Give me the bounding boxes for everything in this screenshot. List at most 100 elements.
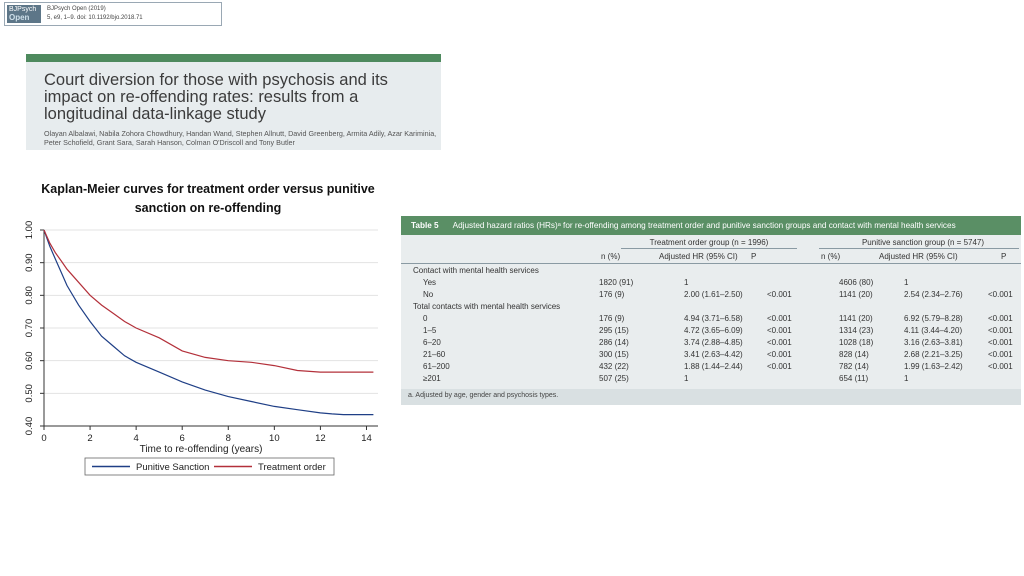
journal-header: BJPsych Open BJPsych Open (2019) 5, e9, … [4,2,222,26]
km-series-line [43,229,374,373]
y-tick-label: 0.40 [24,417,35,436]
table-cell-hr-treatment: 3.41 (2.63–4.42) [684,350,743,359]
table-cell-hr-punitive: 1 [904,374,909,383]
col-header-p-treatment: P [751,252,757,261]
table-cell-hr-treatment: 4.72 (3.65–6.09) [684,326,743,335]
km-chart-svg: 0.40 0.50 0.60 0.70 0.80 0.90 1.00 0 2 4 6 8 10 12 14 T… [24,221,378,476]
table-row-label: Total contacts with mental health servic… [413,302,561,311]
table-cell-hr-treatment: 1 [684,278,689,287]
table-row-label: Yes [423,278,437,287]
table-cell-p-punitive: <0.001 [988,362,1013,371]
x-tick-label: 6 [180,433,185,444]
x-tick-label: 14 [361,433,372,444]
table-cell-p-treatment: <0.001 [767,326,792,335]
table-caption-text: Adjusted hazard ratios (HRs)ᵃ for re-off… [452,221,956,230]
table-footnote-bar: a. Adjusted by age, gender and psychosis… [401,389,1021,405]
table-cell-hr-punitive: 4.11 (3.44–4.20) [904,326,963,335]
table-row-label: 1–5 [423,326,437,335]
banner-stripe [26,54,441,62]
col-header-p-punitive: P [1001,252,1007,261]
table-cell-p-treatment: <0.001 [767,314,792,323]
table-cell-n-punitive: 782 (14) [839,362,869,371]
table-row-label: 21–60 [423,350,446,359]
x-tick-label: 4 [133,433,138,444]
table-cell-n-punitive: 1314 (23) [839,326,874,335]
km-series-line [43,229,374,416]
table-cell-hr-treatment: 1 [684,374,689,383]
x-tick-label: 12 [315,433,326,444]
table-cell-p-treatment: <0.001 [767,290,792,299]
logo-bottom-text: Open [9,13,30,22]
table-cell-n-treatment: 295 (15) [599,326,629,335]
paper-title-banner: Court diversion for those with psychosis… [26,54,441,150]
y-tick-label: 1.00 [24,221,35,240]
col-header-n-treatment: n (%) [601,252,621,261]
col-header-hr-punitive: Adjusted HR (95% CI) [879,252,958,261]
table-cell-n-punitive: 828 (14) [839,350,869,359]
legend-label: Punitive Sanction [136,462,209,473]
col-header-hr-treatment: Adjusted HR (95% CI) [659,252,738,261]
table-cell-n-treatment: 1820 (91) [599,278,634,287]
table-cell-p-punitive: <0.001 [988,326,1013,335]
col-header-n-punitive: n (%) [821,252,841,261]
y-tick-label: 0.70 [24,319,35,338]
legend-label: Treatment order [258,462,326,473]
x-tick-label: 0 [41,433,46,444]
table-row-label: ≥201 [423,374,441,383]
legend-box [84,457,335,476]
table-cell-n-treatment: 432 (22) [599,362,629,371]
y-tick-label: 0.60 [24,351,35,370]
chart-title: Kaplan-Meier curves for treatment order … [41,182,375,215]
table-row-label: Contact with mental health services [413,266,539,275]
table-cell-hr-treatment: 4.94 (3.71–6.58) [684,314,743,323]
x-tick-label: 2 [87,433,92,444]
km-chart: 0.40 0.50 0.60 0.70 0.80 0.90 1.00 0 2 4 6 8 10 12 14 T… [18,220,388,482]
y-tick-label: 0.50 [24,384,35,403]
table-cell-hr-treatment: 1.88 (1.44–2.44) [684,362,743,371]
table-cell-hr-treatment: 2.00 (1.61–2.50) [684,290,743,299]
table-cell-hr-punitive: 3.16 (2.63–3.81) [904,338,963,347]
table-cell-hr-punitive: 2.68 (2.21–3.25) [904,350,963,359]
y-tick-label: 0.90 [24,253,35,271]
table-cell-p-treatment: <0.001 [767,350,792,359]
table-footnote: a. Adjusted by age, gender and psychosis… [408,392,559,399]
table-cell-n-treatment: 286 (14) [599,338,629,347]
table-cell-hr-punitive: 2.54 (2.34–2.76) [904,290,963,299]
table-cell-p-treatment: <0.001 [767,338,792,347]
table-cell-n-punitive: 1141 (20) [839,290,873,299]
table-row-label: 61–200 [423,362,450,371]
table-cell-n-treatment: 300 (15) [599,350,629,359]
table-cell-p-punitive: <0.001 [988,350,1013,359]
table-row-label: No [423,290,434,299]
table-caption: Table 5 Adjusted hazard ratios (HRs)ᵃ for… [401,216,1021,235]
y-tick-label: 0.80 [24,286,35,305]
table-label: Table 5 [411,221,439,230]
table-cell-n-treatment: 507 (25) [599,374,629,383]
paper-authors: Olayan Albalawi, Nabila Zohora Chowdhury… [44,129,437,147]
table-cell-n-treatment: 176 (9) [599,290,625,299]
group-header-treatment: Treatment order group (n = 1996) [649,238,769,247]
table-row-label: 6–20 [423,338,441,347]
logo-top-text: BJPsych [9,6,37,13]
table-cell-p-punitive: <0.001 [988,338,1013,347]
journal-name: BJPsych Open (2019) [47,6,106,12]
x-axis-label: Time to re-offending (years) [140,444,263,455]
table-cell-p-punitive: <0.001 [988,290,1013,299]
journal-logo: BJPsych Open [7,5,41,23]
table-cell-p-treatment: <0.001 [767,362,792,371]
table-cell-hr-treatment: 3.74 (2.88–4.85) [684,338,743,347]
group-header-punitive: Punitive sanction group (n = 5747) [861,238,985,247]
group-rule-treatment [621,248,797,249]
table-cell-hr-punitive: 1 [904,278,909,287]
table-cell-hr-punitive: 1.99 (1.63–2.42) [904,362,963,371]
paper-title: Court diversion for those with psychosis… [44,71,388,123]
table-row-label: 0 [423,314,428,323]
table-cell-hr-punitive: 6.92 (5.79–8.28) [904,314,963,323]
table-5: Table 5 Adjusted hazard ratios (HRs)ᵃ for… [401,216,1021,405]
x-tick-label: 10 [269,433,280,444]
table-cell-n-treatment: 176 (9) [599,314,625,323]
table-cell-n-punitive: 1028 (18) [839,338,874,347]
x-tick-label: 8 [226,433,231,444]
header-rule [401,263,1021,264]
table-cell-p-punitive: <0.001 [988,314,1013,323]
